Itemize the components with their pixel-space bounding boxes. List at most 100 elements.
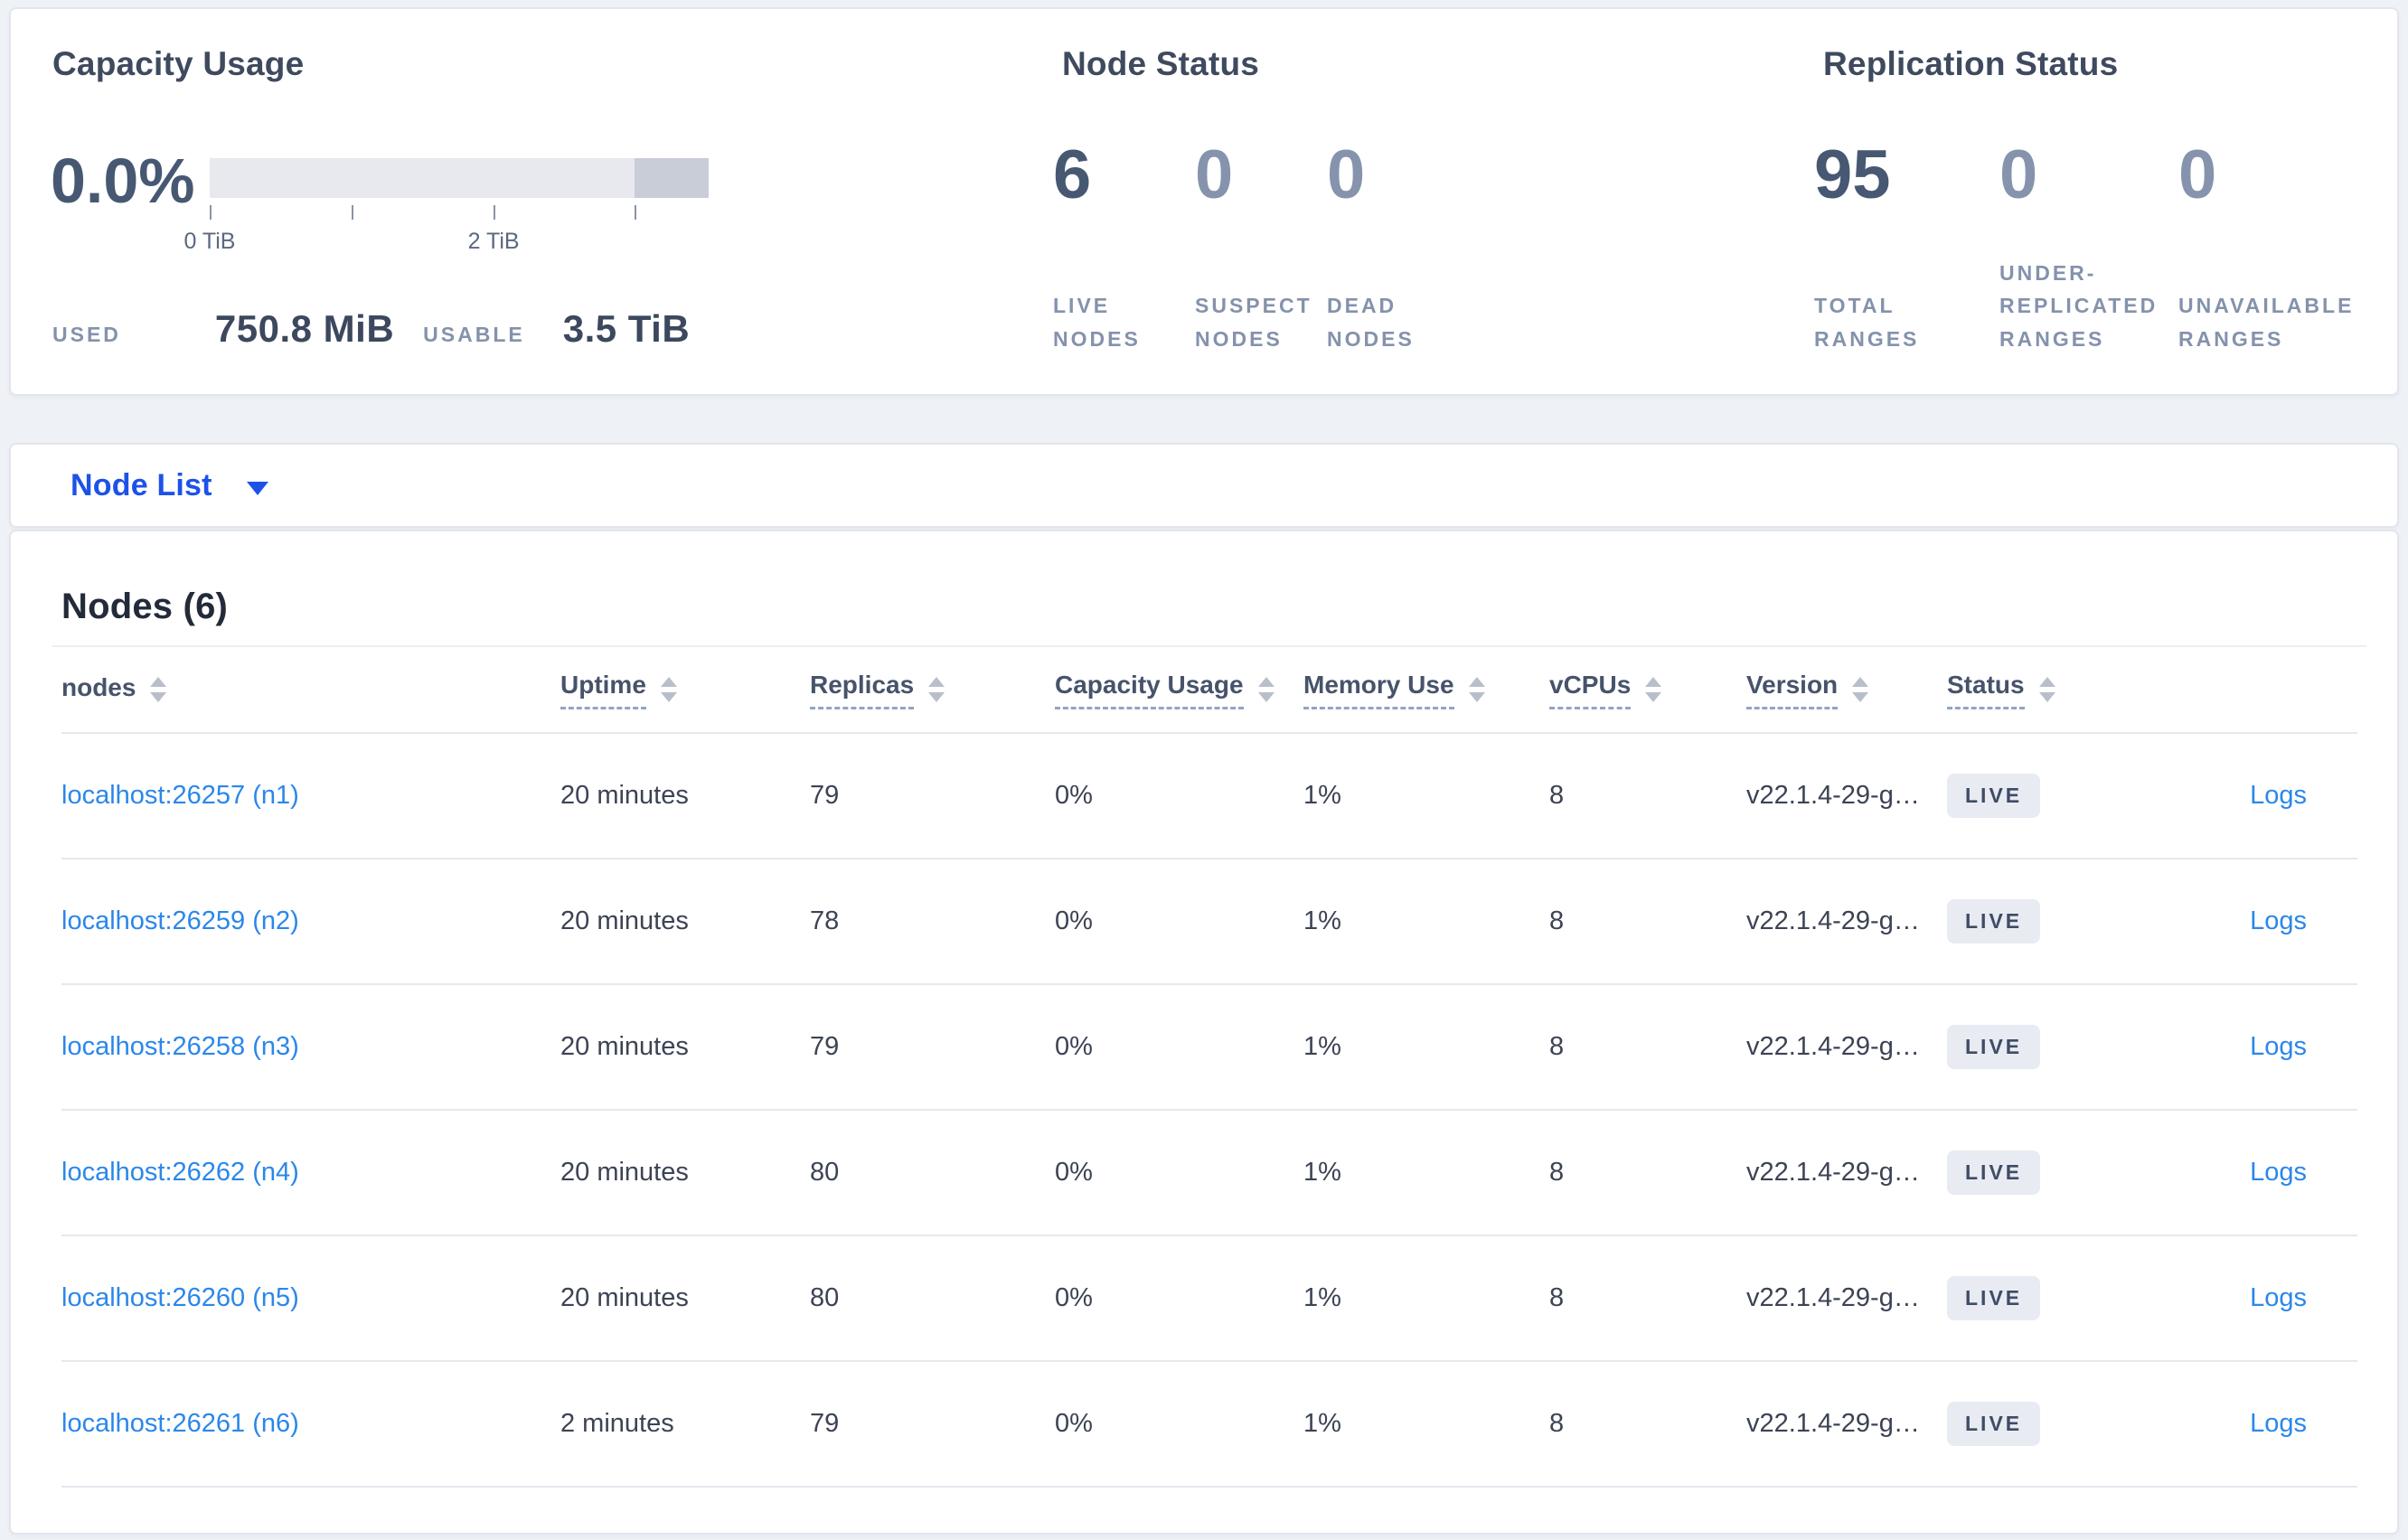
stat-label: UNAVAILABLE RANGES: [2178, 294, 2355, 352]
version-cell: v22.1.4-29-g…: [1746, 1032, 1920, 1061]
logs-link[interactable]: Logs: [2250, 1283, 2307, 1312]
sort-icon[interactable]: [2038, 677, 2055, 702]
sort-icon[interactable]: [928, 677, 945, 702]
memory-use-cell: 1%: [1303, 1409, 1341, 1438]
node-link[interactable]: localhost:26258 (n3): [61, 1032, 299, 1061]
axis-tick: [494, 205, 496, 220]
logs-link[interactable]: Logs: [2250, 1409, 2307, 1438]
capacity-usage-cell: 0%: [1055, 1032, 1093, 1061]
logs-link[interactable]: Logs: [2250, 1158, 2307, 1187]
uptime-cell: 20 minutes: [560, 781, 689, 810]
node-link[interactable]: localhost:26259 (n2): [61, 906, 299, 935]
capacity-usage-cell: 0%: [1055, 1409, 1093, 1438]
stat-value: 6: [1053, 136, 1092, 213]
summary-stat: 6 LIVE NODES: [1053, 117, 1189, 394]
column-header[interactable]: Capacity Usage: [1055, 671, 1303, 709]
stat-label: LIVE NODES: [1053, 294, 1141, 352]
replicas-cell: 78: [810, 906, 840, 935]
column-header[interactable]: Memory Use: [1303, 671, 1549, 709]
summary-stat: 0 SUSPECT NODES: [1195, 117, 1327, 394]
capacity-usage-cell: 0%: [1055, 1158, 1093, 1187]
vcpus-cell: 8: [1549, 1032, 1565, 1061]
node-link[interactable]: localhost:26261 (n6): [61, 1409, 299, 1438]
sort-icon[interactable]: [150, 677, 167, 702]
axis-tick: [634, 205, 636, 220]
capacity-bar-usable-segment: [210, 158, 635, 198]
replicas-cell: 80: [810, 1283, 840, 1312]
stat-label: DEAD NODES: [1327, 294, 1415, 352]
column-header[interactable]: vCPUs: [1549, 671, 1746, 709]
logs-link[interactable]: Logs: [2250, 781, 2307, 810]
vcpus-cell: 8: [1549, 1158, 1565, 1187]
summary-stat: 0 DEAD NODES: [1327, 117, 1472, 394]
column-header[interactable]: nodes: [61, 673, 560, 706]
uptime-cell: 20 minutes: [560, 1032, 689, 1061]
vcpus-cell: 8: [1549, 1409, 1565, 1438]
usable-value: 3.5 TiB: [562, 307, 691, 350]
stat-value: 95: [1814, 136, 1891, 213]
table-row: localhost:26259 (n2) 20 minutes 78 0% 1%…: [61, 859, 2357, 985]
column-header[interactable]: Replicas: [810, 671, 1055, 709]
version-cell: v22.1.4-29-g…: [1746, 1283, 1920, 1312]
node-link[interactable]: localhost:26260 (n5): [61, 1283, 299, 1312]
axis-tick-label: 0 TiB: [183, 229, 236, 254]
status-badge: LIVE: [1947, 774, 2041, 818]
memory-use-cell: 1%: [1303, 1283, 1341, 1312]
uptime-cell: 20 minutes: [560, 1158, 689, 1187]
memory-use-cell: 1%: [1303, 781, 1341, 810]
logs-link[interactable]: Logs: [2250, 906, 2307, 935]
column-header[interactable]: Status: [1947, 671, 2173, 709]
uptime-cell: 20 minutes: [560, 906, 689, 935]
summary-stat: 0 UNAVAILABLE RANGES: [2178, 117, 2370, 394]
used-label: USED: [52, 323, 121, 346]
sort-icon[interactable]: [660, 677, 677, 702]
sort-icon[interactable]: [1468, 677, 1485, 702]
capacity-used-usable-row: USED 750.8 MiB USABLE 3.5 TiB: [52, 307, 690, 351]
column-header[interactable]: Version: [1746, 671, 1947, 709]
status-badge: LIVE: [1947, 1025, 2041, 1069]
replicas-cell: 79: [810, 1409, 840, 1438]
stat-value: 0: [1327, 136, 1366, 213]
column-header[interactable]: Uptime: [560, 671, 810, 709]
sort-icon[interactable]: [1645, 677, 1662, 702]
summary-stat: 0 UNDER-REPLICATED RANGES: [1999, 117, 2191, 394]
version-cell: v22.1.4-29-g…: [1746, 906, 1920, 935]
nodes-heading: Nodes (6): [61, 586, 229, 626]
heading-divider: [52, 645, 2366, 647]
nodes-table-header: nodes Uptime Replicas Capacity Usage Mem…: [61, 647, 2357, 734]
node-link[interactable]: localhost:26257 (n1): [61, 781, 299, 810]
table-row: localhost:26261 (n6) 2 minutes 79 0% 1% …: [61, 1362, 2357, 1488]
uptime-cell: 2 minutes: [560, 1409, 674, 1438]
nodes-table-body: localhost:26257 (n1) 20 minutes 79 0% 1%…: [61, 734, 2357, 1488]
node-link[interactable]: localhost:26262 (n4): [61, 1158, 299, 1187]
node-list-dropdown[interactable]: Node List: [71, 468, 268, 503]
stat-value: 0: [1195, 136, 1234, 213]
axis-tick-label: 2 TiB: [467, 229, 520, 254]
replicas-cell: 79: [810, 781, 840, 810]
capacity-usage-cell: 0%: [1055, 1283, 1093, 1312]
cluster-summary-panel: Capacity Usage 0.0% 0 TiB 2 TiB USED 750.…: [9, 7, 2399, 396]
usable-label: USABLE: [423, 323, 525, 346]
stat-label: UNDER-REPLICATED RANGES: [1999, 260, 2159, 352]
sort-icon[interactable]: [1257, 677, 1275, 702]
sort-icon[interactable]: [1852, 677, 1869, 702]
used-value: 750.8 MiB: [214, 307, 395, 350]
vcpus-cell: 8: [1549, 1283, 1565, 1312]
node-status-title: Node Status: [1062, 45, 1260, 82]
stat-value: 0: [2178, 136, 2217, 213]
capacity-usage-bar: [210, 158, 709, 198]
column-header[interactable]: [2173, 688, 2357, 691]
view-selector-bar: Node List: [9, 443, 2399, 528]
replicas-cell: 80: [810, 1158, 840, 1187]
memory-use-cell: 1%: [1303, 906, 1341, 935]
version-cell: v22.1.4-29-g…: [1746, 1158, 1920, 1187]
logs-link[interactable]: Logs: [2250, 1032, 2307, 1061]
node-list-dropdown-label: Node List: [71, 467, 212, 502]
capacity-usage-cell: 0%: [1055, 906, 1093, 935]
replicas-cell: 79: [810, 1032, 840, 1061]
vcpus-cell: 8: [1549, 781, 1565, 810]
memory-use-cell: 1%: [1303, 1158, 1341, 1187]
nodes-table-card: Nodes (6) nodes Uptime Replicas Capacity…: [9, 530, 2399, 1535]
capacity-usage-cell: 0%: [1055, 781, 1093, 810]
chevron-down-icon: [246, 481, 268, 495]
